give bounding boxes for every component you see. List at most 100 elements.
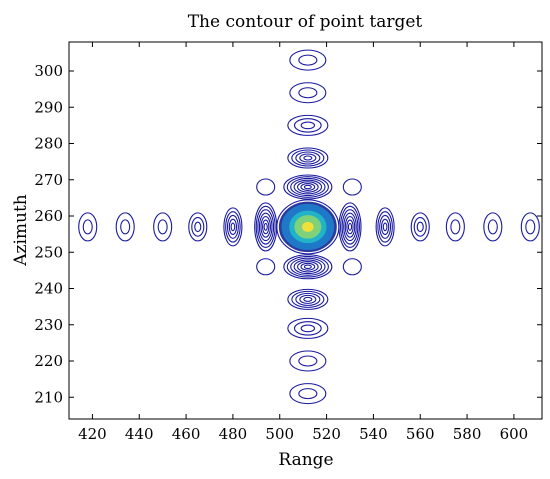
range-sidelobe-contour — [255, 205, 276, 248]
azimuth-sidelobe-contour — [290, 177, 326, 197]
azimuth-sidelobe-contour — [289, 49, 327, 71]
range-sidelobe-contour — [225, 211, 241, 243]
y-axis-ticks: 210 220 230 240 250 260 270 280 290 300 — [34, 62, 542, 406]
x-tick-label: 580 — [453, 425, 482, 443]
azimuth-sidelobe-contour — [293, 118, 322, 133]
range-sidelobe-contour — [223, 207, 243, 247]
range-sidelobe-contour — [157, 219, 168, 235]
y-tick-label: 300 — [34, 62, 63, 80]
y-tick-label: 230 — [34, 316, 63, 334]
range-sidelobe-contour — [525, 219, 536, 235]
azimuth-sidelobe-contour — [303, 184, 312, 190]
azimuth-sidelobe-contour — [299, 294, 317, 304]
y-tick-label: 270 — [34, 171, 63, 189]
range-sidelobe-contour — [228, 218, 238, 236]
azimuth-sidelobe-contour — [295, 151, 321, 165]
range-sidelobe-contour — [377, 211, 393, 243]
range-sidelobe-contour — [341, 209, 359, 245]
contour-lines — [78, 49, 540, 405]
x-tick-label: 600 — [500, 425, 529, 443]
azimuth-sidelobe-contour — [293, 259, 323, 275]
range-sidelobe-contour — [115, 212, 135, 242]
azimuth-sidelobe-contour — [303, 155, 313, 161]
x-tick-label: 560 — [406, 425, 435, 443]
azimuth-sidelobe-contour — [287, 317, 329, 339]
y-tick-label: 280 — [34, 135, 63, 153]
azimuth-sidelobe-contour — [291, 290, 325, 308]
azimuth-sidelobe-contour — [293, 321, 322, 336]
diagonal-sidelobe-contour — [256, 258, 276, 276]
x-tick-label: 420 — [78, 425, 107, 443]
range-sidelobe-contour — [230, 222, 236, 232]
range-sidelobe-contour — [487, 219, 498, 235]
range-sidelobe-contour — [153, 212, 173, 242]
x-tick-label: 480 — [219, 425, 248, 443]
range-sidelobe-contour — [445, 212, 465, 242]
diagonal-sidelobe-contour — [342, 258, 362, 276]
range-sidelobe-contour — [120, 219, 131, 235]
azimuth-sidelobe-contour — [283, 174, 333, 200]
range-sidelobe-contour — [379, 214, 392, 239]
azimuth-sidelobe-contour — [290, 257, 326, 276]
azimuth-sidelobe-contour — [291, 149, 325, 167]
range-sidelobe-contour — [194, 221, 202, 233]
azimuth-sidelobe-contour — [295, 292, 321, 306]
range-sidelobe-contour — [346, 219, 354, 235]
azimuth-sidelobe-contour — [289, 350, 327, 372]
range-sidelobe-contour — [340, 205, 360, 248]
main-lobe — [276, 199, 340, 255]
x-tick-label: 440 — [125, 425, 154, 443]
x-tick-label: 540 — [359, 425, 388, 443]
range-sidelobe-contour — [347, 222, 353, 231]
x-tick-label: 460 — [172, 425, 201, 443]
range-sidelobe-contour — [257, 209, 275, 245]
y-tick-label: 250 — [34, 243, 63, 261]
y-axis-label: Azimuth — [11, 194, 31, 267]
x-tick-label: 520 — [312, 425, 341, 443]
azimuth-sidelobe-contour — [289, 82, 327, 104]
range-sidelobe-contour — [78, 212, 98, 242]
main-lobe-contour — [276, 199, 340, 255]
range-sidelobe-contour — [262, 219, 270, 235]
azimuth-sidelobe-contour — [293, 179, 323, 195]
azimuth-sidelobe-contour — [298, 355, 318, 367]
y-tick-label: 220 — [34, 352, 63, 370]
x-axis-ticks: 420 440 460 480 500 520 540 560 580 600 — [78, 42, 528, 443]
range-sidelobe-contour — [382, 222, 388, 232]
azimuth-sidelobe-contour — [300, 324, 316, 333]
y-tick-label: 240 — [34, 280, 63, 298]
y-tick-label: 290 — [34, 98, 63, 116]
range-sidelobe-contour — [416, 221, 424, 233]
x-tick-label: 500 — [265, 425, 294, 443]
diagonal-sidelobe-contour — [256, 178, 276, 196]
diagonal-sidelobe-contour — [342, 178, 362, 196]
range-sidelobe-contour — [258, 212, 273, 242]
azimuth-sidelobe-contour — [303, 264, 312, 270]
range-sidelobe-contour — [343, 212, 357, 242]
main-lobe-contour — [304, 224, 311, 230]
azimuth-sidelobe-contour — [287, 114, 329, 136]
azimuth-sidelobe-contour — [283, 254, 333, 280]
azimuth-sidelobe-contour — [300, 121, 316, 130]
azimuth-sidelobe-contour — [287, 147, 329, 169]
y-tick-label: 210 — [34, 388, 63, 406]
azimuth-sidelobe-contour — [298, 87, 318, 99]
azimuth-sidelobe-contour — [298, 54, 318, 66]
range-sidelobe-contour — [483, 212, 503, 242]
azimuth-sidelobe-contour — [286, 176, 329, 198]
range-sidelobe-contour — [344, 216, 356, 238]
azimuth-sidelobe-contour — [286, 255, 329, 278]
range-sidelobe-contour — [226, 214, 239, 239]
x-axis-label: Range — [278, 450, 333, 470]
azimuth-sidelobe-contour — [297, 261, 319, 273]
range-sidelobe-contour — [410, 212, 430, 242]
range-sidelobe-contour — [82, 219, 93, 235]
azimuth-sidelobe-contour — [297, 181, 319, 193]
plot-frame — [68, 41, 543, 420]
range-sidelobe-contour — [450, 219, 461, 235]
azimuth-sidelobe-contour — [287, 288, 329, 310]
range-sidelobe-contour — [260, 216, 271, 238]
azimuth-sidelobe-contour — [300, 262, 316, 271]
range-sidelobe-contour — [380, 218, 390, 236]
